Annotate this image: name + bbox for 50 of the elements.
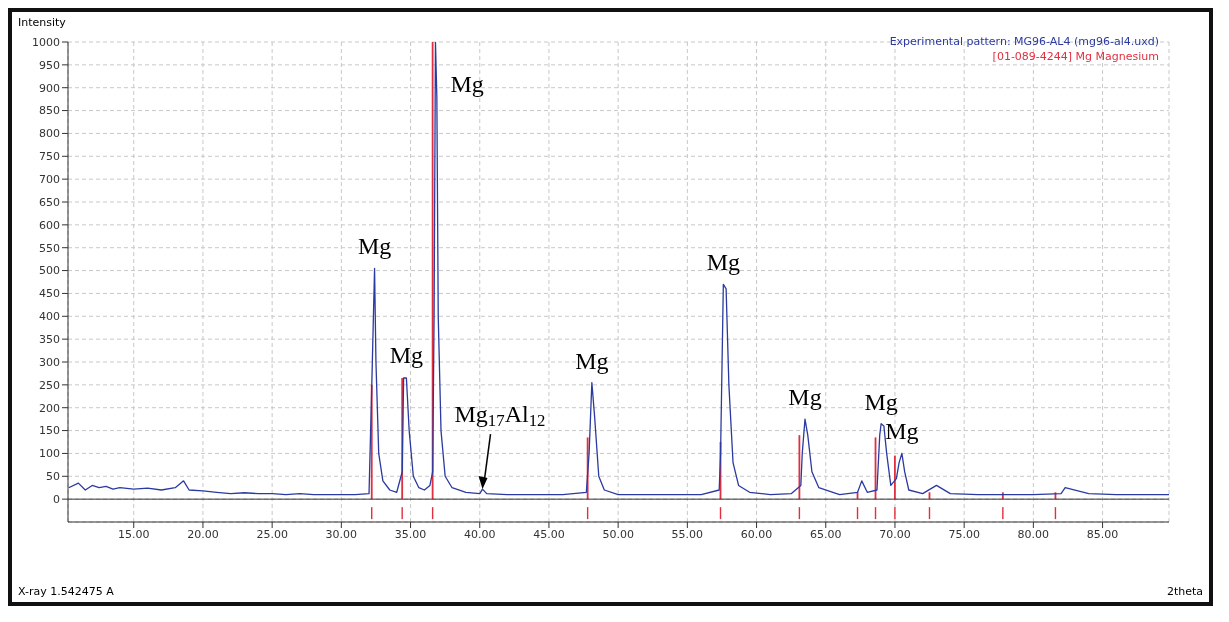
annotation: Mg — [575, 347, 609, 374]
y-tick-label: 300 — [39, 355, 60, 369]
annotation: Mg — [450, 71, 484, 97]
y-tick-label: 250 — [39, 378, 60, 392]
x-tick-label: 70.00 — [879, 527, 911, 541]
x-tick-label: 85.00 — [1086, 527, 1119, 541]
y-tick-label: 600 — [39, 218, 60, 232]
annotation: Mg — [788, 384, 822, 411]
y-tick-label: 500 — [39, 264, 60, 278]
y-tick-label: 950 — [39, 58, 60, 72]
y-tick-label: 700 — [39, 173, 60, 187]
text: [01-089-4244] Mg Magnesium — [991, 49, 1159, 64]
y-tick-label: 0 — [53, 493, 60, 507]
y-tick-label: 1000 — [32, 35, 60, 49]
annotation: Mg — [357, 233, 392, 260]
annotation: Mg — [706, 249, 741, 276]
y-tick-label: 800 — [39, 127, 60, 141]
x-tick-label: 55.00 — [671, 527, 704, 541]
y-tick-label: 450 — [39, 287, 60, 301]
x-tick-label: 50.00 — [602, 527, 634, 541]
y-tick-label: 100 — [39, 447, 60, 461]
y-tick-label: 900 — [39, 81, 60, 95]
annotation: Mg — [389, 341, 424, 368]
y-tick-label: 750 — [39, 150, 60, 164]
annotation: Mg — [885, 418, 919, 445]
y-tick-label: 50 — [46, 470, 60, 484]
annotation: Mg$_{17}$Al$_{12}$ — [454, 401, 546, 431]
y-tick-label: 150 — [39, 424, 60, 438]
y-axis-title: Intensity — [18, 16, 66, 29]
x-axis-title: 2theta — [1166, 585, 1203, 598]
x-tick-label: 30.00 — [325, 527, 358, 541]
x-tick-label: 25.00 — [256, 527, 288, 541]
y-tick-label: 400 — [39, 310, 60, 324]
x-tick-label: 60.00 — [740, 527, 773, 541]
x-tick-label: 65.00 — [810, 527, 842, 541]
y-tick-label: 850 — [39, 104, 60, 118]
y-tick-label: 550 — [39, 241, 60, 255]
x-tick-label: 15.00 — [117, 527, 150, 541]
x-tick-label: 80.00 — [1017, 527, 1050, 541]
x-tick-label: 75.00 — [948, 527, 980, 541]
x-tick-label: 35.00 — [394, 527, 427, 541]
y-tick-label: 650 — [39, 195, 60, 209]
text: Experimental pattern: MG96-AL4 (mg96-al4.uxd) — [889, 34, 1159, 49]
text: X-ray 1.542475 A — [18, 585, 114, 598]
annotation: Mg — [864, 388, 898, 415]
x-tick-label: 40.00 — [464, 527, 496, 541]
x-tick-label: 20.00 — [187, 527, 219, 541]
x-tick-label: 45.00 — [533, 527, 565, 541]
y-tick-label: 200 — [39, 401, 60, 415]
y-tick-label: 350 — [39, 333, 60, 347]
